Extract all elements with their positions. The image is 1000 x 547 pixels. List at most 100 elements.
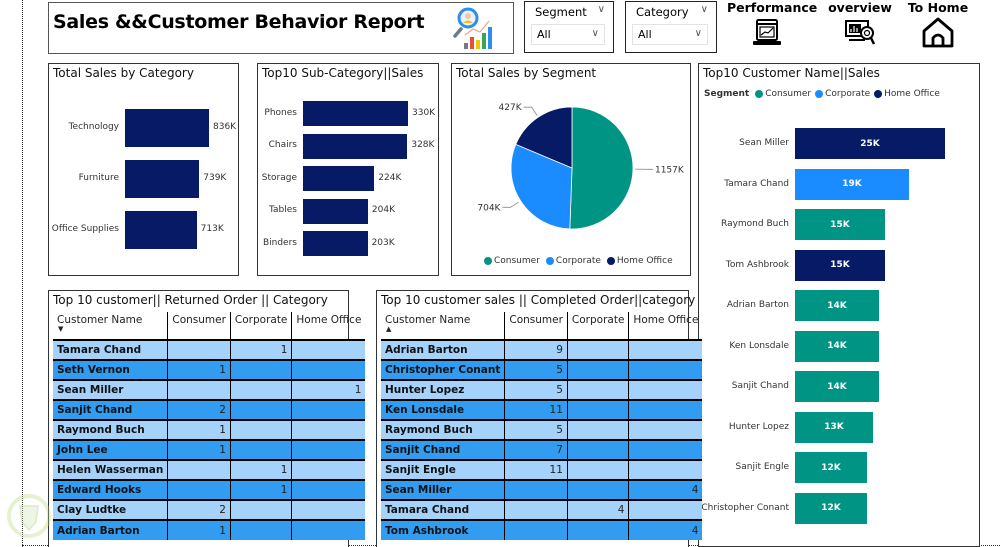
legend-item[interactable]: Home Office: [606, 256, 673, 266]
table-row[interactable]: Sanjit Chand 7: [381, 439, 703, 460]
category-slicer[interactable]: Category ∨ All ∨: [625, 1, 717, 53]
bar[interactable]: [125, 211, 197, 249]
count-cell: 4: [567, 499, 630, 520]
table-row[interactable]: Adrian Barton 1: [53, 519, 366, 540]
legend-dot-icon: [815, 90, 824, 98]
count-cell: [628, 339, 703, 360]
bar[interactable]: [303, 166, 375, 191]
column-header[interactable]: Customer Name ▼: [53, 312, 169, 340]
legend-dot-icon: [484, 257, 492, 265]
customer-name-cell: Raymond Buch: [381, 419, 506, 440]
chevron-down-icon[interactable]: ∨: [597, 4, 605, 15]
legend-item[interactable]: Home Office: [874, 89, 940, 99]
bar[interactable]: [125, 160, 200, 198]
table-row[interactable]: Ken Lonsdale 11: [381, 399, 703, 420]
legend-item[interactable]: Consumer: [755, 89, 811, 99]
pie-slice[interactable]: [515, 106, 573, 169]
bar[interactable]: 14K: [795, 371, 879, 402]
table-row[interactable]: Christopher Conant 5: [381, 359, 703, 380]
bar[interactable]: 12K: [795, 452, 867, 483]
legend-title: Segment: [704, 89, 750, 99]
bar[interactable]: [303, 198, 368, 224]
count-cell: [628, 379, 703, 400]
bar-value-label: 328K: [411, 140, 435, 150]
segment-slicer[interactable]: Segment ∨ All ∨: [524, 1, 614, 53]
table-row[interactable]: Sanjit Engle 11: [381, 459, 703, 480]
column-header[interactable]: Corporate: [567, 312, 630, 340]
legend-item[interactable]: Corporate: [815, 89, 870, 99]
count-cell: [291, 479, 366, 500]
bar[interactable]: [303, 133, 408, 159]
customer-name-cell: Tamara Chand: [381, 499, 506, 520]
chevron-down-icon[interactable]: ∨: [694, 28, 702, 39]
table-row[interactable]: Adrian Barton 9: [381, 339, 703, 360]
table-row[interactable]: Helen Wasserman 1: [53, 459, 366, 480]
nav-home-button[interactable]: To Home: [905, 0, 971, 49]
sort-descending-icon[interactable]: ▼: [58, 325, 64, 333]
legend-item[interactable]: Corporate: [545, 256, 601, 266]
bar[interactable]: 13K: [795, 411, 873, 443]
count-cell: [567, 419, 630, 440]
legend-item[interactable]: Consumer: [484, 256, 540, 266]
table-row[interactable]: Sean Miller 4: [381, 479, 703, 500]
nav-overview-button[interactable]: overview: [820, 0, 900, 47]
bar-category-label: Technology: [68, 122, 119, 132]
count-cell: 4: [628, 519, 703, 540]
bar[interactable]: [125, 109, 209, 147]
column-header[interactable]: Home Office: [292, 312, 366, 340]
bar-value-label: 15K: [830, 260, 850, 270]
bar-value-label: 836K: [213, 122, 237, 132]
column-header[interactable]: Corporate: [230, 312, 293, 340]
pie-slice[interactable]: [569, 106, 634, 230]
bar[interactable]: 12K: [795, 492, 867, 524]
chevron-down-icon[interactable]: ∨: [591, 28, 599, 39]
table-row[interactable]: Sanjit Chand 2: [53, 399, 366, 420]
bar[interactable]: 25K: [795, 128, 945, 159]
table-row[interactable]: Tamara Chand 4: [381, 499, 703, 520]
nav-performance-button[interactable]: Performance: [727, 0, 817, 47]
column-header[interactable]: Home Office: [629, 312, 703, 340]
count-cell: [230, 399, 293, 420]
customer-name-cell: Sanjit Chand: [53, 399, 169, 420]
customer-name-cell: Adrian Barton: [53, 519, 169, 540]
table-row[interactable]: John Lee 1: [53, 439, 366, 460]
category-dropdown-value: All: [638, 28, 652, 41]
category-dropdown[interactable]: All ∨: [632, 24, 708, 45]
table-row[interactable]: Raymond Buch 1: [53, 419, 366, 440]
segment-dropdown[interactable]: All ∨: [531, 24, 605, 45]
table-row[interactable]: Sean Miller 1: [53, 379, 366, 400]
table-row[interactable]: Seth Vernon 1: [53, 359, 366, 380]
column-header[interactable]: Consumer: [504, 312, 568, 340]
count-cell: [504, 519, 568, 540]
bar[interactable]: 15K: [795, 209, 885, 240]
bar-category-label: Tables: [269, 205, 297, 215]
table-row[interactable]: Edward Hooks 1: [53, 479, 366, 500]
count-cell: [291, 519, 366, 540]
table-row[interactable]: Tom Ashbrook 4: [381, 519, 703, 540]
chevron-down-icon[interactable]: ∨: [700, 4, 708, 15]
table-row[interactable]: Clay Ludtke 2: [53, 499, 366, 520]
bar[interactable]: [303, 231, 368, 256]
count-cell: [567, 439, 630, 460]
count-cell: [504, 499, 568, 520]
pie-slice[interactable]: [510, 143, 573, 230]
bar-value-label: 19K: [842, 179, 862, 189]
count-cell: [567, 479, 630, 500]
bar[interactable]: 15K: [795, 249, 885, 281]
table-row[interactable]: Tamara Chand 1: [53, 339, 366, 360]
bar[interactable]: 14K: [795, 330, 879, 362]
pie-value-label: 1157K: [655, 165, 685, 175]
bar[interactable]: 19K: [795, 168, 909, 200]
table-row[interactable]: Hunter Lopez 5: [381, 379, 703, 400]
bar-category-label: Tamara Chand: [724, 178, 789, 189]
count-cell: [567, 359, 630, 380]
bar-category-label: Tom Ashbrook: [725, 259, 789, 270]
table-row[interactable]: Raymond Buch 5: [381, 419, 703, 440]
customer-name-cell: Clay Ludtke: [53, 499, 169, 520]
sort-ascending-icon[interactable]: ▲: [386, 325, 392, 333]
column-header[interactable]: Consumer: [167, 312, 231, 340]
count-cell: 5: [504, 359, 568, 380]
column-header[interactable]: Customer Name ▲: [381, 312, 506, 340]
bar[interactable]: [303, 101, 408, 126]
bar[interactable]: 14K: [795, 290, 879, 321]
